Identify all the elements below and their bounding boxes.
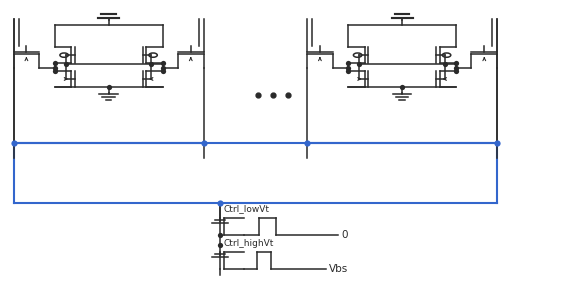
Text: 0: 0 bbox=[341, 230, 348, 240]
Text: Vbs: Vbs bbox=[329, 264, 349, 274]
Text: Ctrl_highVt: Ctrl_highVt bbox=[223, 239, 274, 248]
Text: Ctrl_lowVt: Ctrl_lowVt bbox=[223, 205, 269, 214]
